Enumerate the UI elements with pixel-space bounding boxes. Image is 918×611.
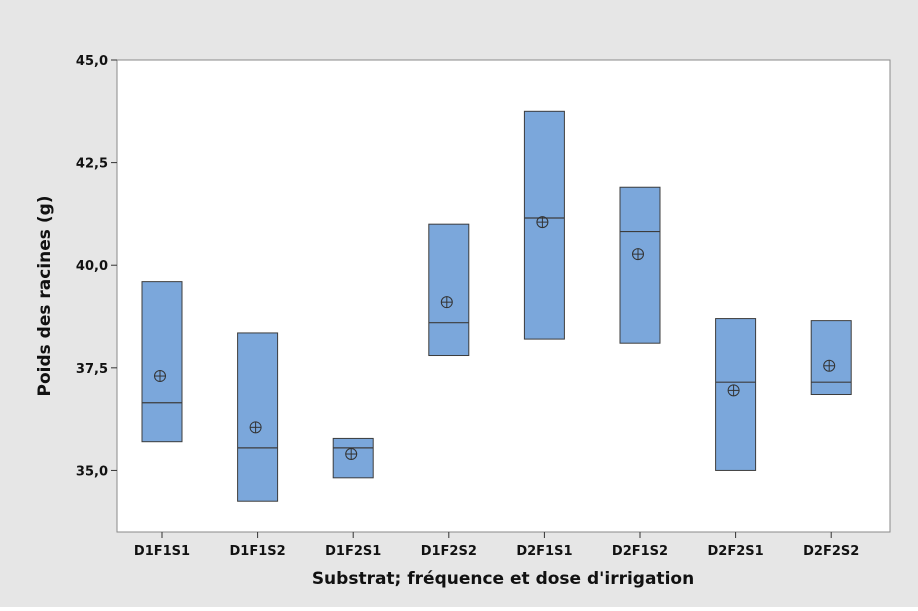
x-tick-label: D1F2S2	[421, 544, 477, 559]
x-tick-label: D1F1S1	[134, 544, 190, 559]
y-tick-label: 45,0	[76, 54, 108, 69]
box-group-d2f2s1	[715, 318, 757, 471]
y-axis-title: Poids des racines (g)	[35, 195, 55, 396]
y-tick-label: 42,5	[76, 157, 108, 172]
box-iqr	[810, 320, 852, 396]
box-group-d2f1s2	[619, 186, 661, 344]
x-axis-title: Substrat; fréquence et dose d'irrigation	[312, 569, 694, 589]
box-group-d1f1s1	[141, 281, 183, 443]
box-iqr	[523, 110, 565, 340]
mean-symbol	[345, 448, 358, 461]
mean-symbol	[154, 370, 166, 383]
y-tick-label: 35,0	[76, 464, 108, 479]
mean-symbol	[823, 359, 836, 372]
box-iqr	[141, 281, 183, 443]
box-group-d1f2s1	[332, 437, 374, 479]
x-tick-label: D2F1S2	[612, 544, 668, 559]
x-tick-label: D1F1S2	[230, 544, 286, 559]
box-group-d1f1s2	[237, 332, 279, 502]
mean-symbol	[632, 248, 644, 261]
box-group-d1f2s2	[428, 223, 470, 357]
mean-symbol	[440, 296, 453, 309]
box-iqr	[619, 186, 661, 344]
x-tick-label: D2F2S1	[708, 544, 764, 559]
mean-symbol	[249, 421, 262, 434]
x-tick-label: D2F1S1	[516, 544, 572, 559]
y-tick-label: 37,5	[76, 362, 108, 377]
box-group-d2f1s1	[523, 110, 565, 340]
tick-layer: 35,0 37,5 40,0 42,5 45,0 D1F1S1 D1F1S2 D1F2S1 D1…	[76, 54, 859, 559]
box-iqr	[237, 332, 279, 502]
plot-area	[116, 59, 891, 533]
mean-symbol	[536, 216, 549, 229]
mean-symbol	[727, 384, 740, 397]
box-iqr	[332, 437, 374, 479]
box-iqr	[715, 318, 757, 471]
y-tick-label: 40,0	[76, 259, 108, 274]
boxes-layer	[141, 110, 852, 502]
box-group-d2f2s2	[810, 320, 852, 396]
x-tick-label: D1F2S1	[325, 544, 381, 559]
x-tick-label: D2F2S2	[803, 544, 859, 559]
box-iqr	[428, 223, 470, 357]
